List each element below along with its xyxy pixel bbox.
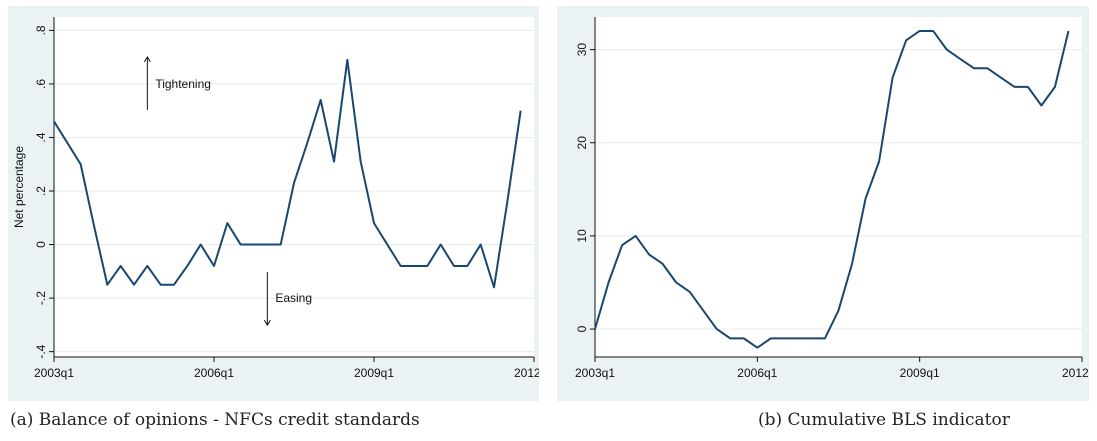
annotation-text: Tightening [155,77,211,91]
chart-b: 30 20 10 0 2003q1 2006q1 2009q1 2012q1 [557,6,1089,401]
y-tick-label: .4 [34,132,48,142]
y-tick-label: 0 [575,325,589,332]
y-tick-label: .2 [34,186,48,196]
y-axis-title: Net percentage [12,146,26,228]
x-tick-label: 2003q1 [34,366,74,380]
y-tick-label: 30 [575,43,589,57]
y-tick-label: -.2 [34,291,48,305]
chart-panel-b: 30 20 10 0 2003q1 2006q1 2009q1 2012q1 [557,6,1089,401]
series-line [53,58,522,289]
series-line [594,29,1070,349]
caption-a: (a) Balance of opinions - NFCs credit st… [10,410,420,430]
caption-b: (b) Cumulative BLS indicator [758,410,1010,430]
arrow-up-icon [143,55,151,63]
x-tick-label: 2012q1 [1062,366,1089,380]
x-tick-label: 2009q1 [900,366,940,380]
easing-annotation: Easing [263,272,312,327]
x-tick-label: 2009q1 [354,366,394,380]
chart-a: .8 .6 .4 .2 0 -.2 -.4 2003q1 2006q1 2009q1 2012q1 N… [8,6,539,401]
tightening-annotation: Tightening [143,55,211,110]
y-tick-label: -.4 [34,344,48,358]
y-tick-label: .8 [34,25,48,35]
annotation-text: Easing [275,291,312,305]
y-tick-label: .6 [34,79,48,89]
y-tick-label: 20 [575,136,589,150]
plot-area [595,17,1082,357]
x-tick-label: 2012q1 [514,366,539,380]
x-tick-label: 2003q1 [575,366,615,380]
x-tick-label: 2006q1 [194,366,234,380]
chart-panel-a: .8 .6 .4 .2 0 -.2 -.4 2003q1 2006q1 2009q1 2012q1 N… [8,6,539,401]
arrow-down-icon [263,319,271,327]
x-tick-label: 2006q1 [737,366,777,380]
y-tick-label: 0 [34,241,48,248]
y-tick-label: 10 [575,229,589,243]
